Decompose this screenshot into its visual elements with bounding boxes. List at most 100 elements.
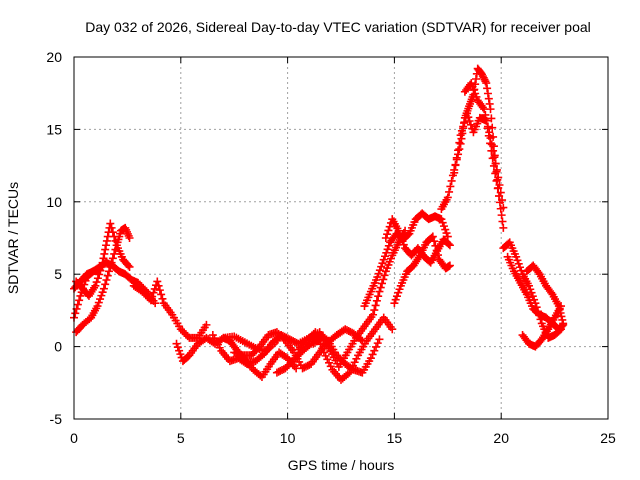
data-point [379, 275, 388, 284]
data-point [485, 99, 494, 108]
data-point [444, 240, 453, 249]
data-point [381, 234, 390, 242]
data-point [158, 294, 167, 303]
data-point [492, 176, 501, 185]
data-point [176, 350, 185, 359]
data-point [514, 259, 523, 268]
axis-ticks: 0 5 10 15 20 25 -5 0 5 10 15 20 [46, 49, 616, 446]
data-point [371, 301, 380, 310]
data-point [125, 262, 134, 271]
data-point [397, 233, 406, 242]
data-point [202, 320, 211, 329]
data-point [494, 173, 503, 182]
data-point [343, 370, 352, 379]
data-point [372, 342, 381, 351]
data-point [432, 246, 441, 255]
y-tick-label: -5 [50, 411, 63, 427]
x-tick-label: 10 [280, 430, 296, 446]
data-point [94, 298, 103, 307]
data-point [382, 248, 391, 257]
data-point [155, 286, 164, 295]
data-point [348, 361, 357, 370]
data-point [373, 339, 382, 348]
data-point [431, 241, 440, 250]
data-point [446, 182, 455, 191]
data-point [372, 296, 381, 305]
data-point [101, 280, 110, 289]
data-point [430, 237, 439, 246]
data-point [480, 75, 489, 84]
data-point [110, 249, 119, 258]
data-point [456, 131, 465, 140]
data-point [103, 271, 112, 280]
data-point [428, 232, 437, 241]
data-point [482, 79, 491, 88]
data-point [490, 153, 499, 162]
x-tick-label: 5 [177, 430, 185, 446]
data-point [547, 288, 556, 297]
data-point [374, 292, 383, 301]
data-point [102, 275, 111, 284]
data-point [173, 343, 182, 352]
data-point [485, 128, 494, 137]
data-point [368, 350, 377, 359]
data-point [447, 176, 456, 185]
data-point [157, 290, 166, 299]
data-point [445, 241, 454, 250]
data-point [512, 252, 521, 261]
data-point [499, 223, 508, 232]
data-point [465, 117, 474, 126]
data-point [125, 234, 134, 242]
data-point [319, 348, 328, 357]
data-point [108, 228, 117, 237]
data-point [93, 274, 102, 283]
data-point [491, 159, 500, 168]
data-point [491, 169, 500, 178]
y-axis-label: SDTVAR / TECUs [5, 182, 21, 294]
data-point [534, 268, 543, 277]
data-point [106, 219, 115, 228]
data-point [91, 281, 100, 290]
data-point [471, 75, 480, 84]
data-point [455, 138, 464, 147]
data-point [347, 365, 356, 374]
data-point [98, 288, 107, 297]
data-point [467, 79, 476, 88]
data-point [460, 118, 469, 127]
data-points [70, 64, 568, 384]
data-point [445, 187, 454, 196]
data-point [481, 77, 490, 86]
data-point [487, 114, 496, 123]
data-point [108, 254, 117, 263]
data-point [559, 319, 568, 328]
data-point [384, 241, 393, 250]
data-point [399, 240, 408, 249]
x-axis-label: GPS time / hours [288, 457, 395, 473]
data-point [479, 73, 488, 82]
data-point [515, 263, 524, 272]
plot-frame [73, 56, 609, 420]
data-point [326, 362, 335, 371]
data-point [478, 72, 487, 81]
y-tick-label: 10 [46, 194, 62, 210]
data-point [369, 310, 378, 319]
data-point [459, 122, 468, 131]
data-point [524, 281, 533, 290]
data-point [450, 168, 459, 177]
data-point [373, 273, 382, 282]
data-point [350, 358, 359, 367]
data-point [498, 217, 507, 226]
data-point [102, 241, 111, 250]
data-point [492, 165, 501, 174]
y-tick-label: 5 [54, 266, 62, 282]
data-point [495, 192, 504, 201]
data-point [325, 358, 334, 367]
series-sat-5 [129, 277, 211, 342]
x-tick-label: 15 [387, 430, 403, 446]
data-point [433, 251, 442, 260]
data-point [100, 249, 109, 258]
data-point [92, 278, 101, 287]
data-point [495, 181, 504, 190]
data-point [464, 113, 473, 122]
y-tick-label: 15 [46, 121, 62, 137]
